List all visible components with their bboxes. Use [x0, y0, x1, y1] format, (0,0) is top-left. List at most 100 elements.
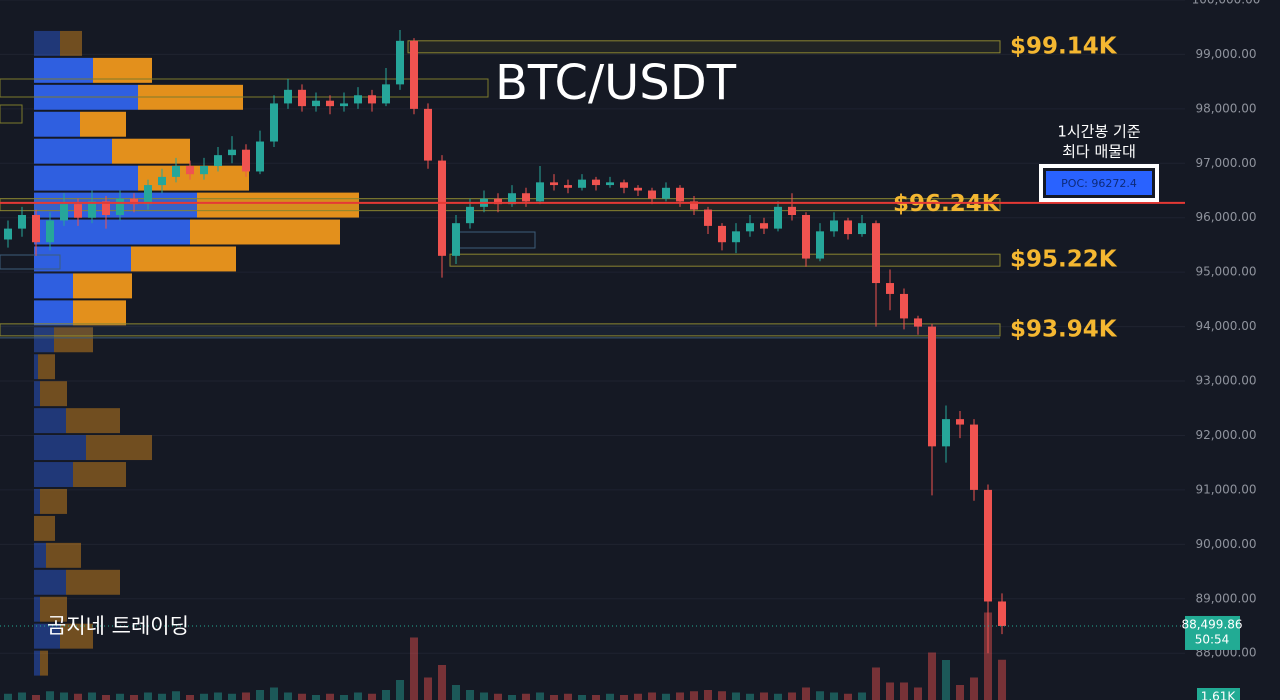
candle-body	[312, 100, 320, 107]
poc-box	[1046, 171, 1152, 195]
watermark: 곰지네 트레이딩	[47, 614, 189, 638]
candle-body	[690, 201, 698, 210]
candle-body	[900, 293, 908, 319]
volume-bar	[830, 692, 838, 700]
candle-body	[438, 160, 446, 256]
candle-body	[340, 103, 348, 107]
profile-buy	[34, 462, 73, 487]
zones	[0, 40, 1001, 339]
level-zone	[0, 198, 1001, 212]
candle-body	[858, 223, 866, 235]
volume-bar	[914, 687, 922, 700]
candle-body	[396, 40, 404, 85]
volume-bar	[704, 690, 712, 700]
candle-body	[200, 166, 208, 175]
volume-bar	[620, 695, 628, 700]
volume-bar	[60, 692, 68, 700]
grid	[0, 0, 1185, 654]
profile-sell	[60, 30, 82, 56]
candle-body	[144, 185, 152, 205]
volume-bar	[312, 695, 320, 700]
profile-buy	[34, 354, 38, 380]
candle-body	[550, 182, 558, 186]
profile-buy	[34, 30, 60, 56]
candle-body	[620, 182, 628, 188]
profile-sell	[80, 111, 126, 137]
annotation: 1시간봉 기준	[1057, 123, 1141, 141]
level-label: $93.94K	[1010, 316, 1118, 342]
profile-buy	[34, 650, 40, 676]
volume-bar	[802, 687, 810, 700]
volume-bar	[816, 691, 824, 700]
candle-body	[578, 179, 586, 188]
profile-sell	[40, 488, 67, 514]
candle-body	[634, 187, 642, 191]
profile-sell	[197, 192, 359, 218]
candle-body	[242, 149, 250, 172]
candle-body	[88, 201, 96, 218]
candle-body	[256, 141, 264, 172]
profile-sell	[66, 408, 120, 434]
candle-body	[522, 193, 530, 202]
volume-bar	[718, 691, 726, 700]
level-label: $95.22K	[1010, 247, 1118, 273]
candle-body	[508, 193, 516, 205]
candle-body	[746, 223, 754, 232]
volume-bar	[116, 693, 124, 700]
profile-sell	[60, 623, 93, 649]
volume-bar	[242, 692, 250, 700]
profile-sell	[46, 542, 81, 568]
candle-body	[662, 187, 670, 199]
candle-body	[830, 220, 838, 232]
y-tick-label: 99,000.00	[1195, 47, 1256, 61]
profile-sell	[54, 327, 93, 353]
profile-buy	[34, 596, 40, 622]
level-label: $99.14K	[1010, 33, 1118, 59]
candle-body	[466, 206, 474, 224]
volume-bar	[298, 693, 306, 700]
poc-label: POC: 96272.4	[1061, 177, 1137, 190]
candle-body	[844, 220, 852, 235]
candle-body	[676, 187, 684, 202]
candle-body	[494, 198, 502, 205]
volume-bar	[592, 695, 600, 700]
candle-body	[802, 215, 810, 259]
volume-bar	[382, 690, 390, 700]
profile-sell	[73, 300, 126, 326]
volume-bar	[872, 667, 880, 700]
volume-bar	[984, 612, 992, 700]
zone	[0, 78, 489, 98]
volume-bar	[606, 693, 614, 700]
candle-body	[774, 206, 782, 229]
volume-bar	[144, 692, 152, 700]
volume-bar	[648, 692, 656, 700]
volume-bar	[788, 692, 796, 700]
candle-body	[74, 204, 82, 218]
level-label: $96.24K	[893, 191, 1001, 217]
profile-buy	[34, 273, 73, 299]
profile-buy	[34, 569, 66, 595]
profile-sell	[112, 138, 190, 164]
overlay: $99.14K $96.24K $95.22K $93.94K	[0, 33, 1185, 627]
volume-bar	[270, 687, 278, 700]
volume-bar	[676, 692, 684, 700]
profile-buy	[34, 435, 86, 461]
volume-bar	[494, 693, 502, 700]
candle-body	[102, 201, 110, 216]
candle-body	[186, 166, 194, 175]
profile-sell	[34, 515, 55, 541]
volume-bar	[508, 695, 516, 700]
profile-sell	[86, 435, 152, 461]
profile-sell	[40, 596, 67, 622]
candle-body	[928, 326, 936, 447]
profile-buy	[34, 623, 60, 649]
candle-body	[760, 223, 768, 229]
volume-bar	[284, 692, 292, 700]
volume-bar	[354, 692, 362, 700]
volume-bar	[4, 693, 12, 700]
profile-sell	[131, 246, 236, 272]
profile-buy	[34, 300, 73, 326]
profile-buy	[34, 488, 40, 514]
y-tick-label: 94,000.00	[1195, 319, 1256, 333]
